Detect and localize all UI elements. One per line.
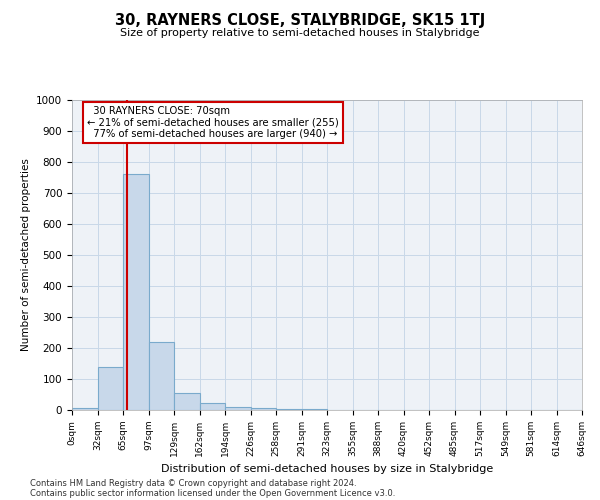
Y-axis label: Number of semi-detached properties: Number of semi-detached properties — [20, 158, 31, 352]
Bar — [97, 366, 123, 410]
Bar — [199, 403, 225, 410]
Bar — [72, 408, 97, 410]
Bar — [225, 407, 251, 410]
Bar — [251, 408, 276, 410]
Bar — [149, 342, 174, 410]
Bar — [174, 393, 199, 410]
Text: 30, RAYNERS CLOSE, STALYBRIDGE, SK15 1TJ: 30, RAYNERS CLOSE, STALYBRIDGE, SK15 1TJ — [115, 12, 485, 28]
Text: Contains HM Land Registry data © Crown copyright and database right 2024.: Contains HM Land Registry data © Crown c… — [30, 478, 356, 488]
Text: 30 RAYNERS CLOSE: 70sqm
← 21% of semi-detached houses are smaller (255)
  77% of: 30 RAYNERS CLOSE: 70sqm ← 21% of semi-de… — [88, 106, 339, 140]
X-axis label: Distribution of semi-detached houses by size in Stalybridge: Distribution of semi-detached houses by … — [161, 464, 493, 474]
Bar — [276, 409, 302, 410]
Text: Contains public sector information licensed under the Open Government Licence v3: Contains public sector information licen… — [30, 488, 395, 498]
Bar — [123, 174, 149, 410]
Text: Size of property relative to semi-detached houses in Stalybridge: Size of property relative to semi-detach… — [120, 28, 480, 38]
